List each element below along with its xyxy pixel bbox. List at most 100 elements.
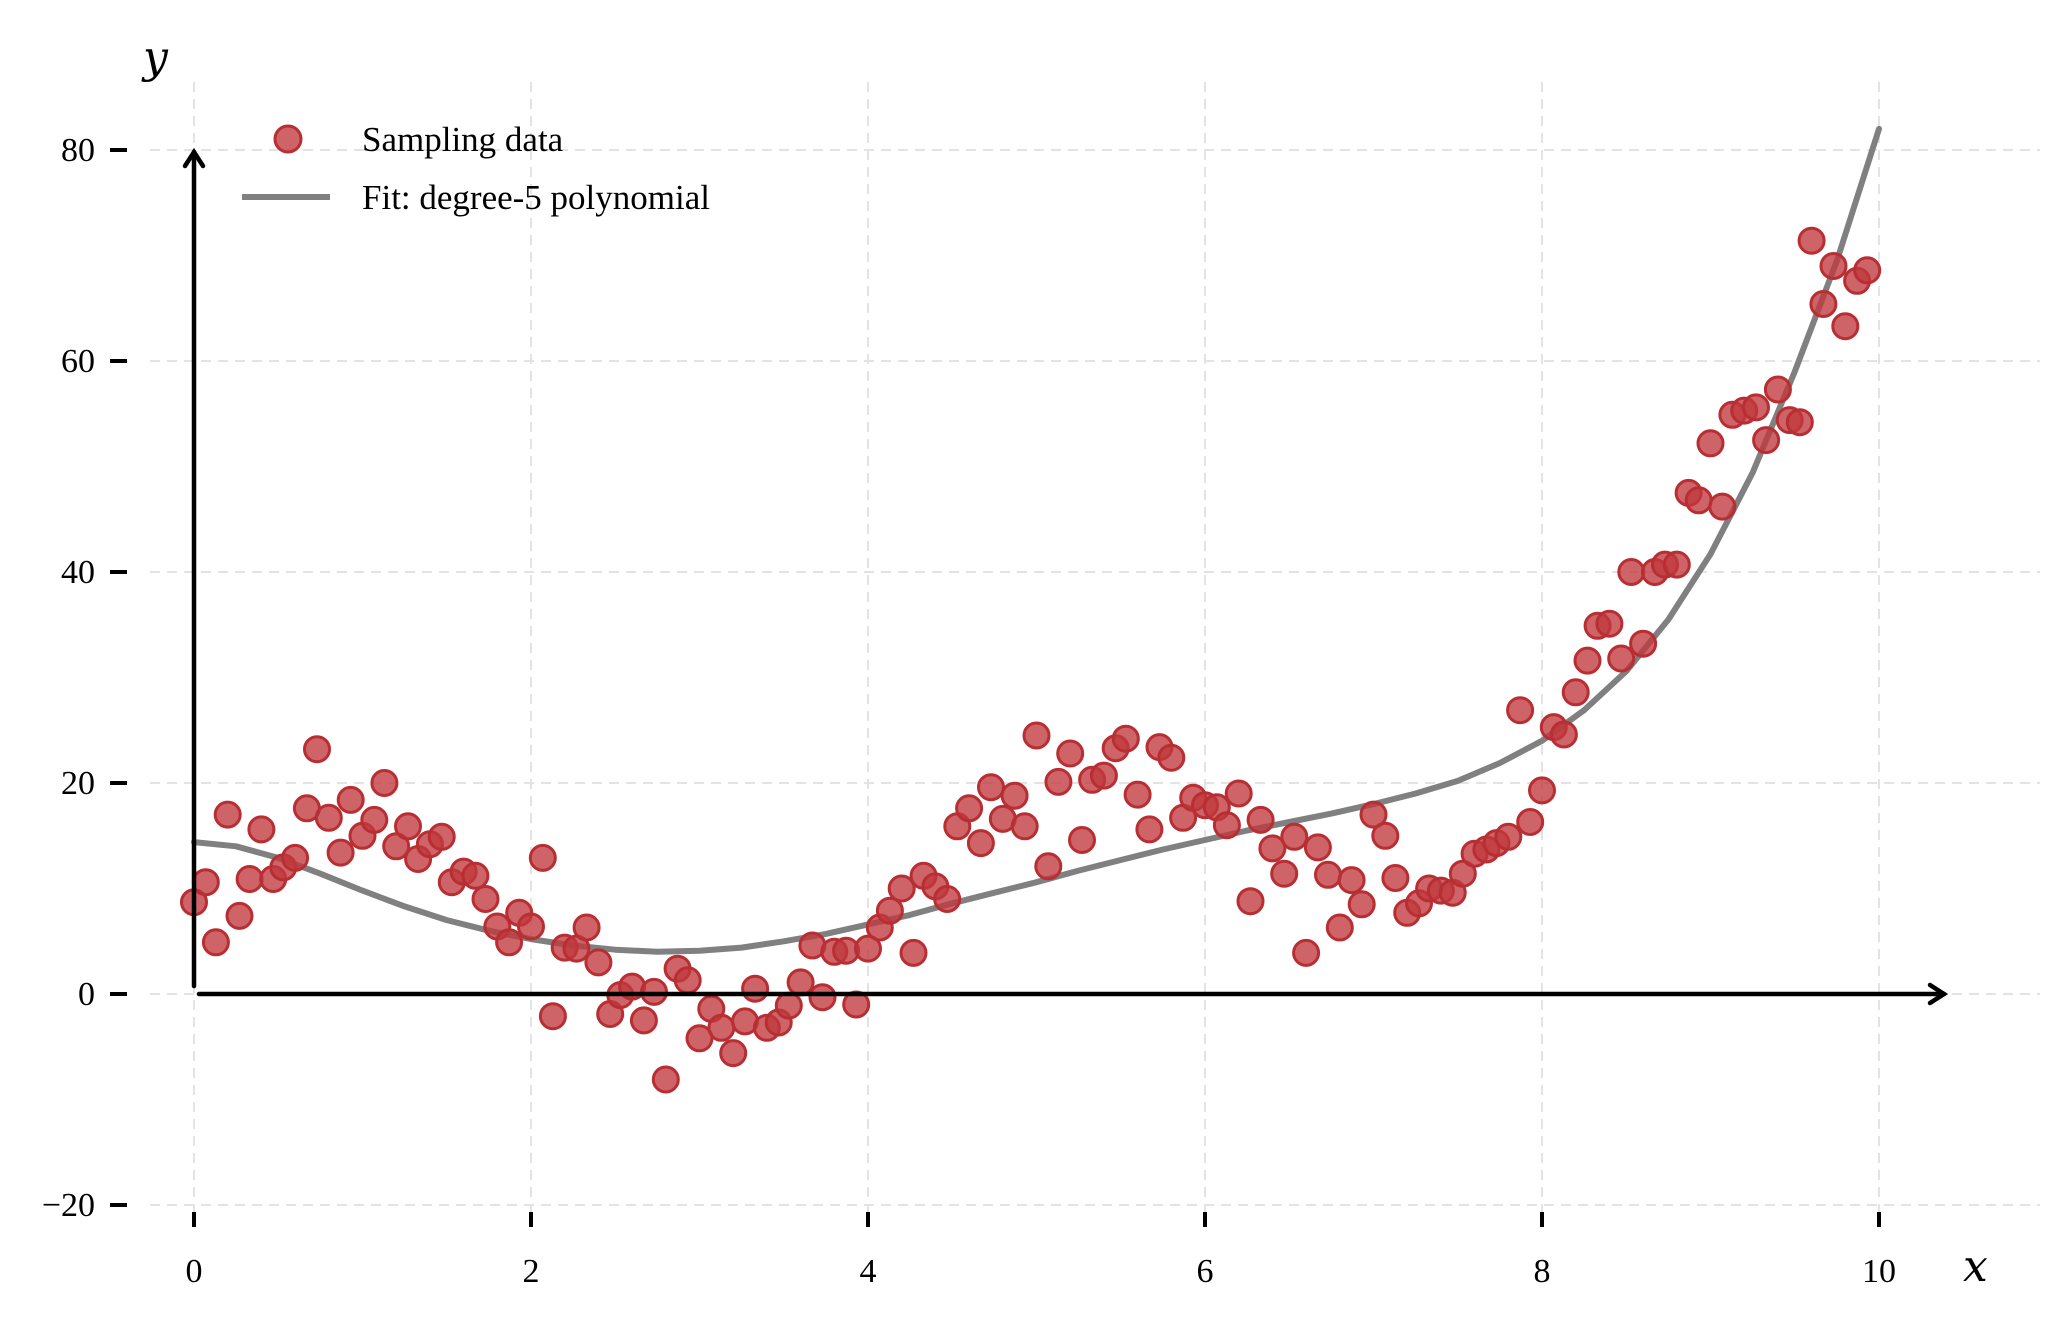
y-tick-label: 60 bbox=[61, 343, 95, 380]
data-point bbox=[1573, 646, 1602, 675]
data-point bbox=[1528, 776, 1556, 805]
data-point bbox=[1010, 812, 1039, 841]
data-point bbox=[1246, 805, 1275, 834]
y-tick-label: 20 bbox=[61, 765, 95, 802]
data-point bbox=[1359, 800, 1388, 829]
data-point bbox=[247, 815, 276, 844]
data-point bbox=[1831, 312, 1860, 341]
data-point bbox=[629, 1006, 658, 1035]
data-point bbox=[495, 928, 524, 957]
data-point bbox=[538, 1002, 567, 1031]
data-point bbox=[427, 822, 456, 851]
data-point bbox=[1000, 781, 1029, 810]
legend-label-sampling-data: Sampling data bbox=[362, 120, 564, 159]
data-point bbox=[1696, 429, 1725, 458]
data-point bbox=[1044, 767, 1073, 796]
legend-label-fit: Fit: degree-5 polynomial bbox=[362, 178, 710, 217]
data-point bbox=[1157, 743, 1186, 772]
data-point bbox=[213, 800, 242, 829]
data-point bbox=[235, 865, 264, 893]
data-point bbox=[1797, 226, 1826, 255]
data-point bbox=[528, 843, 557, 872]
data-point bbox=[1347, 890, 1376, 919]
data-point bbox=[955, 794, 984, 823]
data-point bbox=[1708, 492, 1737, 521]
data-point bbox=[786, 968, 815, 997]
data-point bbox=[1056, 739, 1085, 768]
data-point bbox=[1258, 834, 1287, 863]
y-tick-label: 40 bbox=[61, 554, 95, 591]
y-tick-label: 80 bbox=[61, 132, 95, 169]
axes-arrows bbox=[182, 147, 1949, 1006]
data-point bbox=[774, 991, 803, 1020]
data-point bbox=[336, 785, 365, 814]
data-point bbox=[719, 1039, 748, 1068]
data-point bbox=[281, 843, 310, 872]
data-point bbox=[191, 868, 220, 897]
data-point bbox=[1303, 833, 1332, 862]
data-point bbox=[1629, 629, 1658, 658]
data-point bbox=[1561, 678, 1590, 707]
data-point bbox=[1684, 486, 1713, 515]
data-point bbox=[1607, 644, 1636, 673]
axis-ticks: 0 2 4 6 8 10 −20 0 20 40 60 80 bbox=[42, 132, 1896, 1290]
data-point bbox=[899, 938, 928, 967]
data-point bbox=[584, 948, 613, 977]
data-point bbox=[1135, 815, 1164, 844]
data-point bbox=[854, 934, 882, 963]
y-tick-label: −20 bbox=[42, 1187, 95, 1224]
data-point bbox=[1089, 761, 1118, 790]
data-point bbox=[887, 874, 916, 903]
data-point bbox=[1617, 558, 1646, 586]
data-point bbox=[326, 838, 355, 867]
x-axis-title: x bbox=[1963, 1241, 1988, 1292]
x-tick-label: 6 bbox=[1197, 1253, 1214, 1290]
data-point bbox=[707, 1013, 736, 1042]
data-point bbox=[303, 735, 331, 764]
data-point bbox=[1742, 393, 1770, 422]
legend: Sampling data Fit: degree-5 polynomial bbox=[242, 120, 710, 217]
data-point bbox=[1270, 859, 1299, 888]
data-point bbox=[1662, 550, 1691, 579]
y-axis-title: y bbox=[141, 32, 169, 83]
data-point bbox=[201, 928, 230, 957]
data-point bbox=[1224, 779, 1253, 808]
data-point bbox=[1516, 808, 1545, 836]
data-point bbox=[1280, 822, 1309, 851]
x-tick-label: 10 bbox=[1862, 1253, 1896, 1290]
data-point bbox=[1785, 408, 1814, 437]
x-tick-label: 0 bbox=[186, 1253, 203, 1290]
grid-lines bbox=[150, 82, 2040, 1220]
x-axis-arrowhead bbox=[1927, 982, 1949, 1006]
data-point bbox=[685, 1024, 714, 1053]
x-tick-label: 8 bbox=[1534, 1253, 1551, 1290]
data-point bbox=[225, 901, 254, 930]
data-point bbox=[1292, 938, 1321, 967]
data-point bbox=[394, 812, 422, 841]
data-point bbox=[875, 896, 904, 925]
data-point bbox=[1381, 864, 1410, 892]
data-point bbox=[471, 885, 500, 913]
data-point bbox=[1819, 252, 1848, 280]
data-point bbox=[808, 983, 837, 1012]
data-point bbox=[673, 966, 702, 995]
data-point bbox=[572, 913, 601, 942]
data-point bbox=[360, 805, 389, 834]
sampling-points-layer bbox=[180, 226, 1882, 1094]
x-tick-label: 2 bbox=[523, 1253, 540, 1290]
data-point bbox=[461, 861, 490, 890]
data-point bbox=[1123, 780, 1152, 809]
fit-curve-layer bbox=[191, 125, 1882, 955]
data-point bbox=[1752, 426, 1781, 455]
data-point bbox=[966, 829, 995, 858]
data-point bbox=[517, 912, 545, 941]
data-point bbox=[1034, 852, 1063, 881]
y-tick-label: 0 bbox=[78, 976, 95, 1013]
data-point bbox=[651, 1065, 680, 1094]
data-point bbox=[1212, 811, 1241, 840]
data-point bbox=[1371, 821, 1400, 850]
data-point bbox=[1494, 822, 1523, 851]
data-point bbox=[1506, 696, 1535, 725]
fit-curve-line bbox=[191, 125, 1882, 955]
